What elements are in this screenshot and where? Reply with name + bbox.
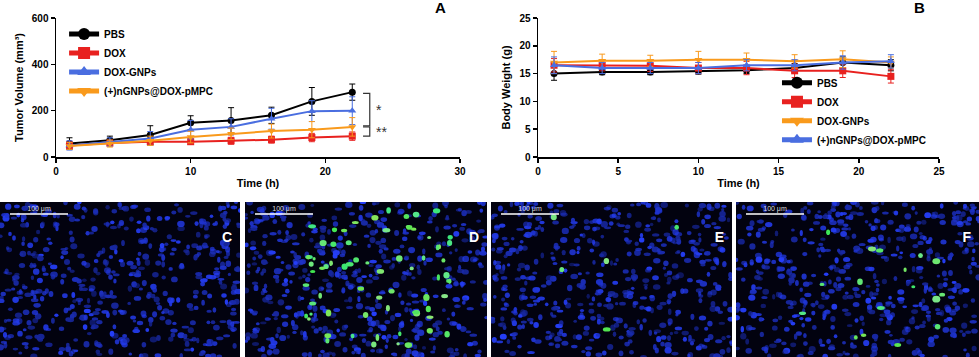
svg-text:E: E (715, 229, 724, 245)
svg-text:100 μm: 100 μm (272, 205, 296, 213)
svg-text:A: A (435, 0, 446, 16)
svg-text:600: 600 (32, 13, 49, 24)
svg-text:10: 10 (185, 166, 197, 177)
svg-text:Tumor Volume (mm³): Tumor Volume (mm³) (13, 33, 25, 142)
svg-text:PBS: PBS (817, 78, 838, 89)
svg-text:0: 0 (525, 152, 531, 163)
svg-text:DOX-GNPs: DOX-GNPs (104, 67, 157, 78)
svg-text:C: C (222, 229, 232, 245)
svg-text:B: B (914, 0, 925, 16)
svg-text:5: 5 (525, 124, 531, 135)
svg-text:D: D (469, 229, 479, 245)
svg-text:15: 15 (519, 68, 531, 79)
svg-text:10: 10 (519, 96, 531, 107)
svg-text:(+)nGNPs@DOX-pMPC: (+)nGNPs@DOX-pMPC (104, 86, 213, 97)
svg-text:DOX: DOX (104, 48, 126, 59)
svg-text:5: 5 (615, 166, 621, 177)
svg-text:15: 15 (773, 166, 785, 177)
svg-text:0: 0 (53, 166, 59, 177)
svg-text:F: F (962, 229, 971, 245)
svg-text:0: 0 (43, 152, 49, 163)
svg-text:20: 20 (853, 166, 865, 177)
svg-text:200: 200 (32, 105, 49, 116)
svg-text:10: 10 (693, 166, 705, 177)
svg-text:DOX-GNPs: DOX-GNPs (817, 116, 870, 127)
svg-text:0: 0 (535, 166, 541, 177)
svg-text:400: 400 (32, 59, 49, 70)
svg-text:100 μm: 100 μm (518, 205, 542, 213)
svg-text:(+)nGNPs@DOX-pMPC: (+)nGNPs@DOX-pMPC (817, 135, 926, 146)
svg-text:Time (h): Time (h) (237, 177, 280, 189)
svg-text:Body Weight (g): Body Weight (g) (500, 45, 512, 129)
svg-text:100 μm: 100 μm (27, 205, 51, 213)
svg-text:100 μm: 100 μm (763, 205, 787, 213)
svg-text:30: 30 (454, 166, 466, 177)
svg-text:PBS: PBS (104, 29, 125, 40)
svg-text:DOX: DOX (817, 97, 839, 108)
svg-text:25: 25 (519, 13, 531, 24)
svg-text:Time (h): Time (h) (717, 177, 760, 189)
svg-text:20: 20 (519, 40, 531, 51)
svg-text:*: * (376, 102, 382, 118)
svg-text:20: 20 (320, 166, 332, 177)
svg-text:25: 25 (933, 166, 945, 177)
svg-text:**: ** (376, 124, 387, 140)
